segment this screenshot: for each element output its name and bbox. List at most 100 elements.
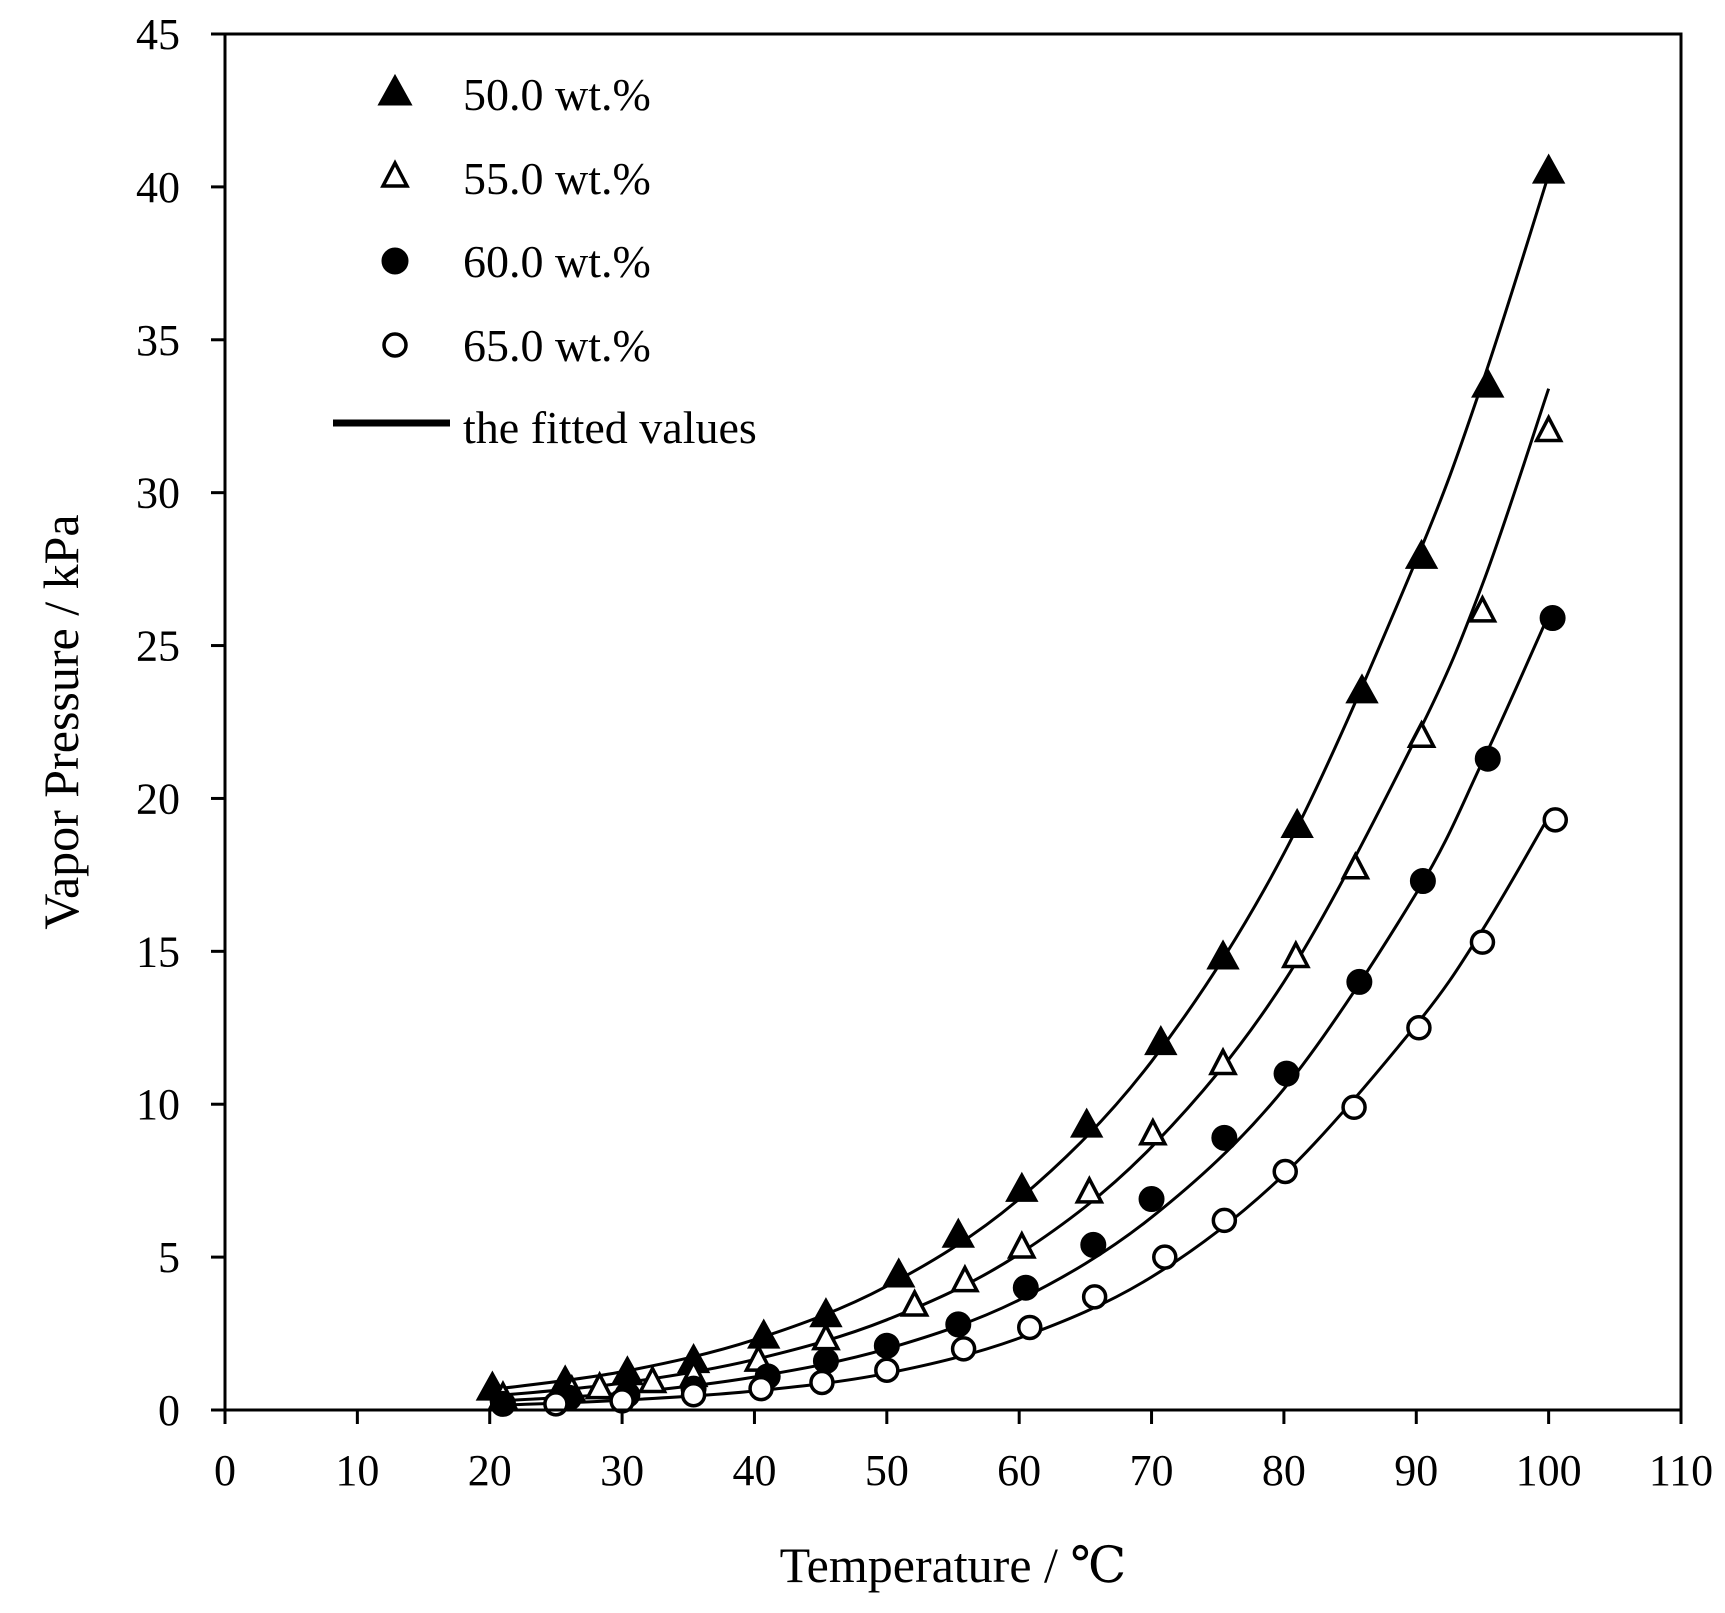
data-point-series-3 [1211,1124,1238,1151]
data-point-series-3 [1273,1060,1300,1087]
data-point-series-1 [1471,367,1505,398]
x-tick-label: 30 [600,1446,644,1495]
data-point-series-4 [1272,1158,1298,1185]
legend-entry-55wt: 55.0 wt.% [380,153,651,204]
data-point-series-2 [1467,594,1498,623]
data-point-series-1 [1404,538,1439,569]
data-point-series-1 [1005,1171,1039,1202]
data-point-series-4 [1211,1207,1238,1234]
x-tick-label: 20 [468,1446,512,1495]
data-point-series-2 [1208,1046,1238,1076]
data-point-series-2 [1137,1117,1168,1146]
y-axis-ticks: 0 5 10 15 20 25 30 35 40 45 [136,10,225,1435]
data-point-series-4 [1341,1094,1367,1121]
legend-label: 65.0 wt.% [463,320,651,371]
data-point-series-3 [1080,1231,1107,1258]
legend-entry-fit: the fitted values [333,402,757,453]
x-axis-title: Temperature / ℃ [780,1537,1127,1593]
legend-marker-filled-circle [381,247,409,275]
data-point-series-3 [1474,745,1501,772]
data-point-series-3 [873,1332,900,1359]
data-point-series-3 [945,1311,972,1338]
y-tick-label: 5 [158,1233,180,1282]
legend-marker-filled-triangle [377,73,413,106]
data-point-series-2 [1006,1230,1037,1259]
fit-curve-series-2 [489,388,1551,1398]
y-tick-label: 25 [136,622,180,671]
legend-entry-65wt: 65.0 wt.% [382,320,651,371]
x-tick-label: 60 [997,1446,1041,1495]
data-markers [475,153,1569,1417]
x-tick-label: 50 [865,1446,909,1495]
data-point-series-4 [809,1369,835,1396]
legend-entry-60wt: 60.0 wt.% [381,236,651,287]
y-tick-label: 30 [136,469,180,518]
data-point-series-4 [1469,929,1496,955]
data-point-series-2 [950,1263,980,1293]
x-tick-label: 10 [335,1446,379,1495]
y-tick-label: 10 [136,1080,180,1129]
data-point-series-1 [1280,807,1314,838]
data-point-series-4 [1152,1244,1178,1270]
data-point-series-3 [1012,1274,1039,1301]
data-point-series-3 [812,1348,839,1375]
legend-label: 50.0 wt.% [463,69,651,120]
data-point-series-3 [1346,968,1373,995]
y-tick-label: 45 [136,10,180,59]
data-point-series-4 [748,1375,774,1402]
data-point-series-4 [1017,1314,1043,1341]
data-point-series-2 [584,1370,615,1400]
legend-label: 55.0 wt.% [463,153,651,204]
x-tick-label: 90 [1394,1446,1438,1495]
legend: 50.0 wt.% 55.0 wt.% 60.0 wt.% 65.0 wt.% … [333,69,757,453]
legend-marker-open-triangle [380,159,410,188]
data-point-series-2 [899,1288,930,1317]
data-point-series-1 [1531,153,1566,184]
data-point-series-1 [747,1318,781,1349]
data-point-series-1 [1345,673,1379,704]
data-point-series-4 [1406,1015,1432,1041]
x-tick-label: 80 [1262,1446,1306,1495]
data-point-series-4 [1542,807,1569,833]
data-point-series-2 [1280,939,1311,969]
data-point-series-4 [874,1357,900,1383]
fit-curve-series-1 [489,174,1551,1392]
x-tick-label: 100 [1516,1446,1582,1495]
data-point-series-4 [950,1336,977,1362]
data-point-series-3 [1409,868,1436,895]
data-point-series-2 [1533,413,1564,443]
legend-label: 60.0 wt.% [463,236,651,287]
data-point-series-4 [680,1381,707,1408]
plot-frame [223,32,1683,1412]
y-tick-label: 0 [158,1386,180,1435]
y-axis-title: Vapor Pressure / kPa [33,514,89,929]
legend-entry-50wt: 50.0 wt.% [377,69,651,120]
x-tick-label: 40 [732,1446,776,1495]
x-tick-label: 110 [1649,1446,1713,1495]
legend-marker-open-circle [382,332,408,358]
data-point-series-3 [489,1390,516,1417]
data-point-series-2 [1074,1175,1105,1204]
data-point-series-4 [543,1391,569,1417]
data-point-series-1 [882,1257,916,1288]
x-tick-label: 0 [214,1446,236,1495]
x-tick-label: 70 [1130,1446,1174,1495]
y-tick-label: 35 [136,316,180,365]
y-tick-label: 20 [136,774,180,823]
legend-label: the fitted values [463,402,757,453]
data-point-series-4 [1081,1284,1108,1310]
y-tick-label: 40 [136,163,180,212]
data-point-series-2 [1340,850,1371,880]
data-point-series-2 [637,1364,668,1394]
data-point-series-1 [1069,1107,1104,1138]
data-point-series-1 [1144,1025,1178,1056]
data-point-series-3 [1138,1186,1165,1213]
data-point-series-1 [941,1217,975,1248]
data-point-series-1 [1206,939,1240,970]
x-axis-ticks: 0 10 20 30 40 50 60 70 80 90 100 110 [214,1410,1713,1495]
y-tick-label: 15 [136,927,180,976]
data-point-series-3 [1539,605,1566,632]
data-point-series-2 [1406,719,1437,749]
